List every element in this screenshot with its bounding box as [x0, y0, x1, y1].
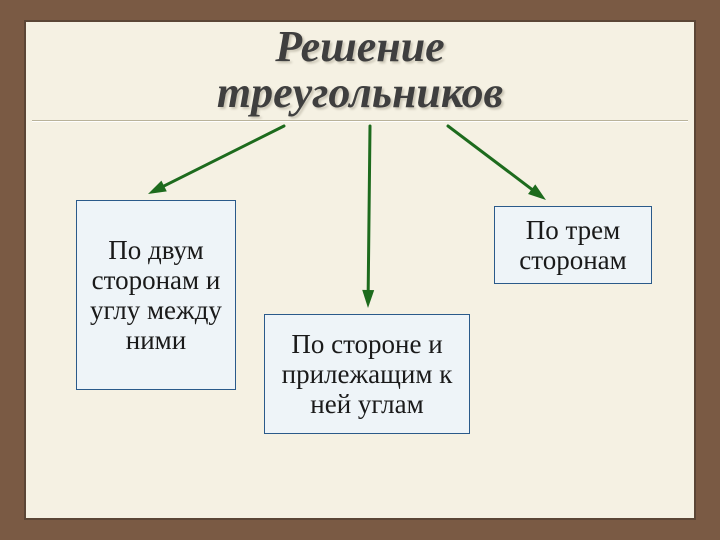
option-text: По трем сторонам: [503, 215, 643, 275]
option-box-side-two-angles: По стороне и прилежащим к ней углам: [264, 314, 470, 434]
option-box-three-sides: По трем сторонам: [494, 206, 652, 284]
option-box-two-sides-angle: По двум сторонам и углу между ними: [76, 200, 236, 390]
slide-title: Решение треугольников: [26, 24, 694, 116]
slide-inner: Решение треугольников По двум сторонам и…: [24, 20, 696, 520]
option-text: По двум сторонам и углу между ними: [85, 235, 227, 356]
option-text: По стороне и прилежащим к ней углам: [273, 329, 461, 420]
slide-outer: Решение треугольников По двум сторонам и…: [0, 0, 720, 540]
title-line-2: треугольников: [217, 68, 503, 117]
title-underline: [32, 120, 688, 122]
title-line-1: Решение: [275, 22, 444, 71]
